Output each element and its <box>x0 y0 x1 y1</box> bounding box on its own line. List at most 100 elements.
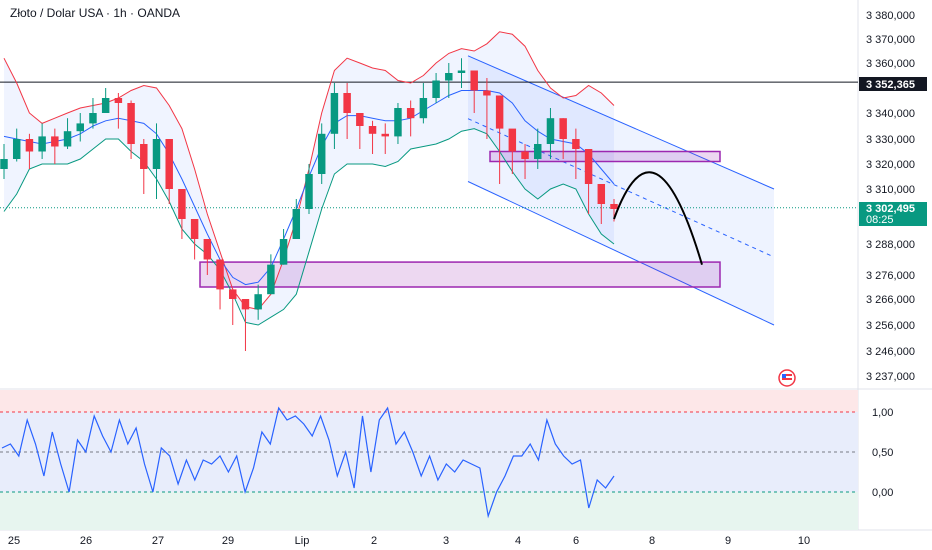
price-tick: 3 340,000 <box>866 108 915 120</box>
candle-body <box>559 118 567 139</box>
candle-body <box>432 80 440 98</box>
channel-fill <box>468 55 774 326</box>
price-axis-ticks: 3 380,000 3 370,000 3 360,000 3 340,000 3 33… <box>866 10 915 383</box>
candle-body <box>597 184 606 204</box>
price-tick: 3 380,000 <box>866 10 915 22</box>
candle-body <box>610 204 618 209</box>
candle-body <box>127 103 135 144</box>
candle-body <box>0 159 8 169</box>
candle-body <box>114 98 123 103</box>
price-tick: 3 288,000 <box>866 239 915 251</box>
candle-body <box>12 139 21 159</box>
candle-body <box>368 126 377 134</box>
time-label: 8 <box>649 535 655 547</box>
time-label: 4 <box>515 535 521 547</box>
price-tick: 3 266,000 <box>866 294 915 306</box>
price-tick: 3 246,000 <box>866 346 915 358</box>
candle-body <box>343 93 351 113</box>
price-tick: 3 256,000 <box>866 320 915 332</box>
price-axis-panel[interactable] <box>858 0 932 550</box>
chart-title: Złoto / Dolar USA · 1h · OANDA <box>8 5 183 21</box>
indicator-tick: 0,00 <box>872 487 893 499</box>
candle-body <box>38 136 46 152</box>
candle-body <box>521 151 529 159</box>
candle-body <box>483 90 491 96</box>
channel-upper-line <box>467 55 775 190</box>
flag-icon[interactable] <box>778 369 796 387</box>
time-label: 10 <box>798 535 810 547</box>
candle-body <box>140 144 148 169</box>
candle-body <box>508 128 517 152</box>
countdown-label: 08:25 <box>866 214 894 226</box>
supply-demand-zone <box>489 150 721 163</box>
candle-body <box>406 108 415 119</box>
candle-body <box>305 174 313 209</box>
candle-body <box>470 70 478 91</box>
stochastic-pane[interactable] <box>1 406 615 519</box>
candle-body <box>241 299 250 310</box>
time-label: 27 <box>152 535 164 547</box>
candle-body <box>381 133 389 137</box>
time-label: 29 <box>222 535 234 547</box>
candle-body <box>229 289 237 299</box>
price-tick: 3 310,000 <box>866 184 915 196</box>
candle-body <box>292 209 301 239</box>
candle-body <box>203 239 212 260</box>
candle-body <box>89 113 97 124</box>
candle-body <box>101 98 110 113</box>
price-tick: 3 237,000 <box>866 371 915 383</box>
oversold-band <box>0 492 858 530</box>
overbought-band <box>0 390 858 412</box>
candle-body <box>279 239 288 265</box>
candle-body <box>152 139 161 169</box>
price-tick: 3 320,000 <box>866 159 915 171</box>
hline-price-tag: 3 352,365 <box>859 77 927 91</box>
indicator-axis-ticks: 1,00 0,50 0,00 <box>872 407 893 499</box>
projection-curve <box>613 171 703 265</box>
candle-body <box>495 95 504 129</box>
time-label: 2 <box>371 535 377 547</box>
candle-body <box>190 219 199 239</box>
time-label: 26 <box>80 535 92 547</box>
candle-body <box>546 118 555 144</box>
candle-body <box>76 123 84 132</box>
time-label: 3 <box>443 535 449 547</box>
candle-body <box>254 294 262 310</box>
indicator-tick: 0,50 <box>872 447 893 459</box>
candle-body <box>394 108 402 137</box>
supply-demand-zone <box>199 261 721 288</box>
candle-body <box>584 149 593 184</box>
candle-body <box>267 264 275 295</box>
candle-body <box>25 139 34 152</box>
last-price-tag: 3 302,495 08:25 <box>859 202 927 226</box>
price-tick: 3 330,000 <box>866 134 915 146</box>
candle-body <box>63 131 72 147</box>
candle-body <box>165 139 173 189</box>
last-price-label: 3 302,495 <box>866 203 915 215</box>
indicator-tick: 1,00 <box>872 407 893 419</box>
candle-body <box>445 73 453 81</box>
price-tick: 3 370,000 <box>866 34 915 46</box>
candle-body <box>457 70 466 73</box>
time-label: Lip <box>295 535 310 547</box>
candle-body <box>534 144 542 159</box>
hline-price-label: 3 352,365 <box>866 79 915 91</box>
candle-body <box>356 113 364 126</box>
stochastic-line <box>1 406 615 519</box>
candle-body <box>317 133 326 174</box>
candle-body <box>51 136 59 147</box>
price-pane[interactable] <box>0 31 858 351</box>
price-tick: 3 360,000 <box>866 58 915 70</box>
time-label: 25 <box>8 535 20 547</box>
candle-body <box>419 98 428 119</box>
candle-body <box>572 139 580 149</box>
candle-body <box>216 259 224 290</box>
channel-lower-line <box>467 181 775 326</box>
time-label: 9 <box>725 535 731 547</box>
candle-body <box>330 93 339 134</box>
time-label: 6 <box>573 535 579 547</box>
time-axis-labels: 25 26 27 29 Lip 2 3 4 6 8 9 10 <box>8 535 810 547</box>
candle-body <box>178 189 186 219</box>
price-tick: 3 276,000 <box>866 270 915 282</box>
